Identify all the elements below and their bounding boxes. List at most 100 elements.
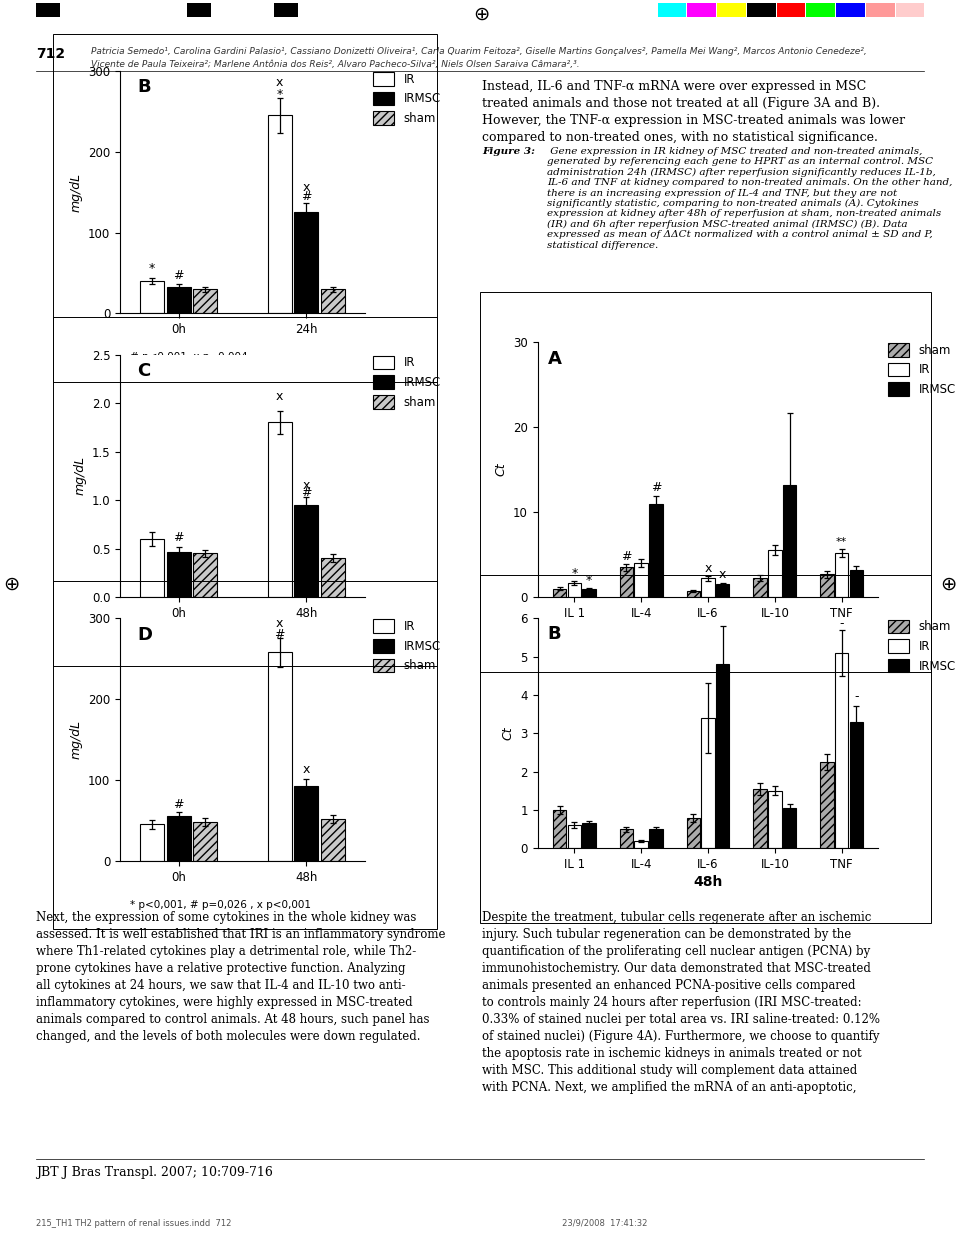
Text: x: x xyxy=(302,479,310,493)
Bar xyxy=(782,809,796,848)
Y-axis label: Ct: Ct xyxy=(494,463,508,476)
Text: Gene expression in IR kidney of MSC treated and non-treated animals, generated b: Gene expression in IR kidney of MSC trea… xyxy=(547,147,952,250)
Text: #: # xyxy=(174,269,183,282)
Bar xyxy=(567,825,581,848)
Text: #: # xyxy=(301,189,311,203)
X-axis label: 24h: 24h xyxy=(693,624,723,638)
Text: #: # xyxy=(621,550,632,564)
Text: **: ** xyxy=(836,537,848,547)
Text: B: B xyxy=(548,626,562,643)
Bar xyxy=(620,567,634,597)
Bar xyxy=(295,786,318,861)
Text: -: - xyxy=(854,689,858,703)
Text: #: # xyxy=(301,486,311,499)
Bar xyxy=(567,582,581,597)
Bar xyxy=(686,817,700,848)
Bar xyxy=(754,578,767,597)
Legend: IR, IRMSC, sham: IR, IRMSC, sham xyxy=(373,356,441,408)
Bar xyxy=(553,810,566,848)
Bar xyxy=(268,652,292,861)
Bar xyxy=(167,816,190,861)
Text: A: A xyxy=(548,350,562,368)
Text: * p=0,009, # p=0,021, x p=0,004: * p=0,009, # p=0,021, x p=0,004 xyxy=(130,636,307,646)
Text: x: x xyxy=(705,561,711,575)
Bar xyxy=(635,841,648,848)
Text: Next, the expression of some cytokines in the whole kidney was
assessed. It is w: Next, the expression of some cytokines i… xyxy=(36,911,446,1042)
Bar xyxy=(701,578,715,597)
Bar xyxy=(686,591,700,597)
Legend: IR, IRMSC, sham: IR, IRMSC, sham xyxy=(373,620,441,672)
Text: ⊕: ⊕ xyxy=(473,5,491,24)
Bar xyxy=(140,281,164,313)
Text: #: # xyxy=(174,531,183,544)
Text: x: x xyxy=(302,763,310,776)
Text: # p<0,001  x p=0,004: # p<0,001 x p=0,004 xyxy=(130,352,248,362)
Bar xyxy=(754,789,767,848)
Y-axis label: mg/dL: mg/dL xyxy=(69,173,83,211)
Text: *: * xyxy=(149,262,156,275)
Bar xyxy=(820,575,833,597)
Bar xyxy=(850,570,863,597)
Bar xyxy=(635,564,648,597)
Bar xyxy=(140,539,164,597)
Text: #: # xyxy=(174,797,183,811)
Text: x: x xyxy=(276,617,283,631)
Bar xyxy=(321,819,345,861)
Text: Despite the treatment, tubular cells regenerate after an ischemic
injury. Such t: Despite the treatment, tubular cells reg… xyxy=(482,911,880,1093)
Bar xyxy=(583,590,596,597)
Text: x: x xyxy=(276,391,283,403)
Text: D: D xyxy=(137,626,152,643)
Text: x: x xyxy=(719,569,727,581)
Text: B: B xyxy=(137,78,151,96)
Text: 712: 712 xyxy=(36,47,65,61)
Text: *: * xyxy=(276,88,283,101)
Y-axis label: mg/dL: mg/dL xyxy=(73,457,86,495)
Text: * p=0,0072  # , x p= 0,0184    p=0,05: * p=0,0072 # , x p= 0,0184 p=0,05 xyxy=(544,653,745,663)
Bar xyxy=(649,830,662,848)
Text: x: x xyxy=(302,180,310,194)
Y-axis label: mg/dL: mg/dL xyxy=(69,720,83,759)
Bar xyxy=(701,718,715,848)
Legend: sham, IR, IRMSC: sham, IR, IRMSC xyxy=(888,620,955,673)
Bar xyxy=(167,551,190,597)
Text: -: - xyxy=(839,617,844,629)
Legend: IR, IRMSC, sham: IR, IRMSC, sham xyxy=(373,72,441,124)
Bar xyxy=(850,722,863,848)
Bar xyxy=(782,485,796,597)
Bar xyxy=(321,290,345,313)
Bar xyxy=(321,559,345,597)
Bar xyxy=(835,653,849,848)
Bar xyxy=(768,791,781,848)
Bar xyxy=(140,825,164,861)
Bar xyxy=(268,116,292,313)
Text: 215_TH1 TH2 pattern of renal issues.indd  712                                   : 215_TH1 TH2 pattern of renal issues.indd… xyxy=(36,1219,648,1228)
Bar xyxy=(620,830,634,848)
Bar xyxy=(193,822,217,861)
Bar xyxy=(820,763,833,848)
Text: *: * xyxy=(586,575,592,587)
Bar xyxy=(835,552,849,597)
Bar xyxy=(295,213,318,313)
Bar xyxy=(716,664,730,848)
Bar xyxy=(167,287,190,313)
Text: JBT J Bras Transpl. 2007; 10:709-716: JBT J Bras Transpl. 2007; 10:709-716 xyxy=(36,1166,274,1178)
Text: Vicente de Paula Teixeira²; Marlene Antônia dos Reis², Alvaro Pacheco-Silva², Ni: Vicente de Paula Teixeira²; Marlene Antô… xyxy=(91,60,580,68)
Text: *: * xyxy=(571,567,578,580)
Bar xyxy=(768,550,781,597)
Text: C: C xyxy=(137,362,151,379)
Bar xyxy=(295,505,318,597)
Bar xyxy=(716,585,730,597)
X-axis label: 48h: 48h xyxy=(693,876,723,889)
Bar xyxy=(649,504,662,597)
Y-axis label: Ct: Ct xyxy=(502,726,515,740)
Bar xyxy=(193,554,217,597)
Legend: sham, IR, IRMSC: sham, IR, IRMSC xyxy=(888,343,955,396)
Text: * p<0,001, # p=0,026 , x p<0,001: * p<0,001, # p=0,026 , x p<0,001 xyxy=(130,899,311,909)
Bar xyxy=(268,423,292,597)
Text: Figure 3:: Figure 3: xyxy=(482,147,535,156)
Text: Instead, IL-6 and TNF-α mRNA were over expressed in MSC
treated animals and thos: Instead, IL-6 and TNF-α mRNA were over e… xyxy=(482,80,905,143)
Bar xyxy=(193,290,217,313)
Text: Patricia Semedo¹, Carolina Gardini Palasio¹, Cassiano Donizetti Oliveira¹, Carla: Patricia Semedo¹, Carolina Gardini Palas… xyxy=(91,47,867,56)
Text: #: # xyxy=(651,481,661,494)
Text: #: # xyxy=(275,628,285,641)
